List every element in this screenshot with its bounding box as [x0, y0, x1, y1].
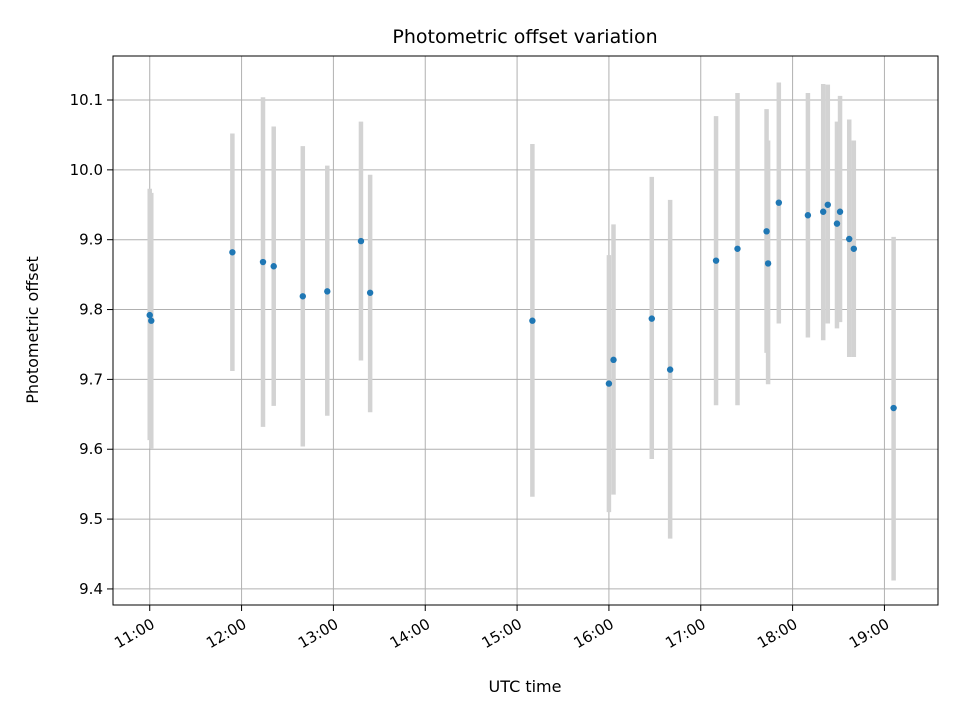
data-point: [833, 220, 841, 227]
data-point: [734, 245, 741, 252]
data-point: [299, 293, 306, 300]
y-tick-label: 9.4: [79, 580, 103, 598]
data-point: [148, 317, 155, 324]
data-point: [890, 404, 897, 412]
data-point: [804, 212, 812, 219]
y-tick-label: 9.6: [79, 440, 103, 458]
data-point: [775, 199, 783, 206]
data-point: [229, 249, 236, 256]
data-point: [357, 237, 365, 245]
y-tick-label: 9.8: [79, 301, 103, 319]
y-axis-label: Photometric offset: [23, 256, 42, 404]
data-point: [270, 263, 277, 270]
plot-frame: [112, 55, 939, 606]
data-point: [529, 317, 536, 324]
data-point: [820, 208, 827, 215]
data-point: [259, 258, 267, 266]
data-point: [324, 288, 331, 295]
data-point: [824, 201, 831, 208]
data-point: [763, 228, 770, 235]
chart-title: Photometric offset variation: [392, 26, 657, 48]
y-tick-label: 9.7: [79, 370, 103, 388]
y-tick-label: 9.9: [79, 231, 103, 249]
data-point: [666, 366, 674, 373]
data-point: [764, 260, 772, 267]
data-point: [366, 289, 374, 296]
y-axis: 9.4 9.5 9.6 9.7 9.8 9.9 10.0 10.1: [70, 91, 113, 598]
y-tick-label: 10.0: [70, 161, 103, 179]
data-point: [146, 311, 153, 319]
x-axis-label: UTC time: [489, 677, 562, 696]
data-points: [146, 199, 897, 412]
data-point: [836, 208, 844, 215]
data-point: [712, 257, 720, 264]
data-point: [850, 245, 858, 252]
data-point: [648, 315, 655, 322]
y-tick-label: 9.5: [79, 510, 103, 528]
data-point: [605, 380, 613, 387]
data-point: [846, 235, 853, 243]
y-tick-label: 10.1: [70, 91, 103, 109]
data-point: [610, 356, 617, 364]
